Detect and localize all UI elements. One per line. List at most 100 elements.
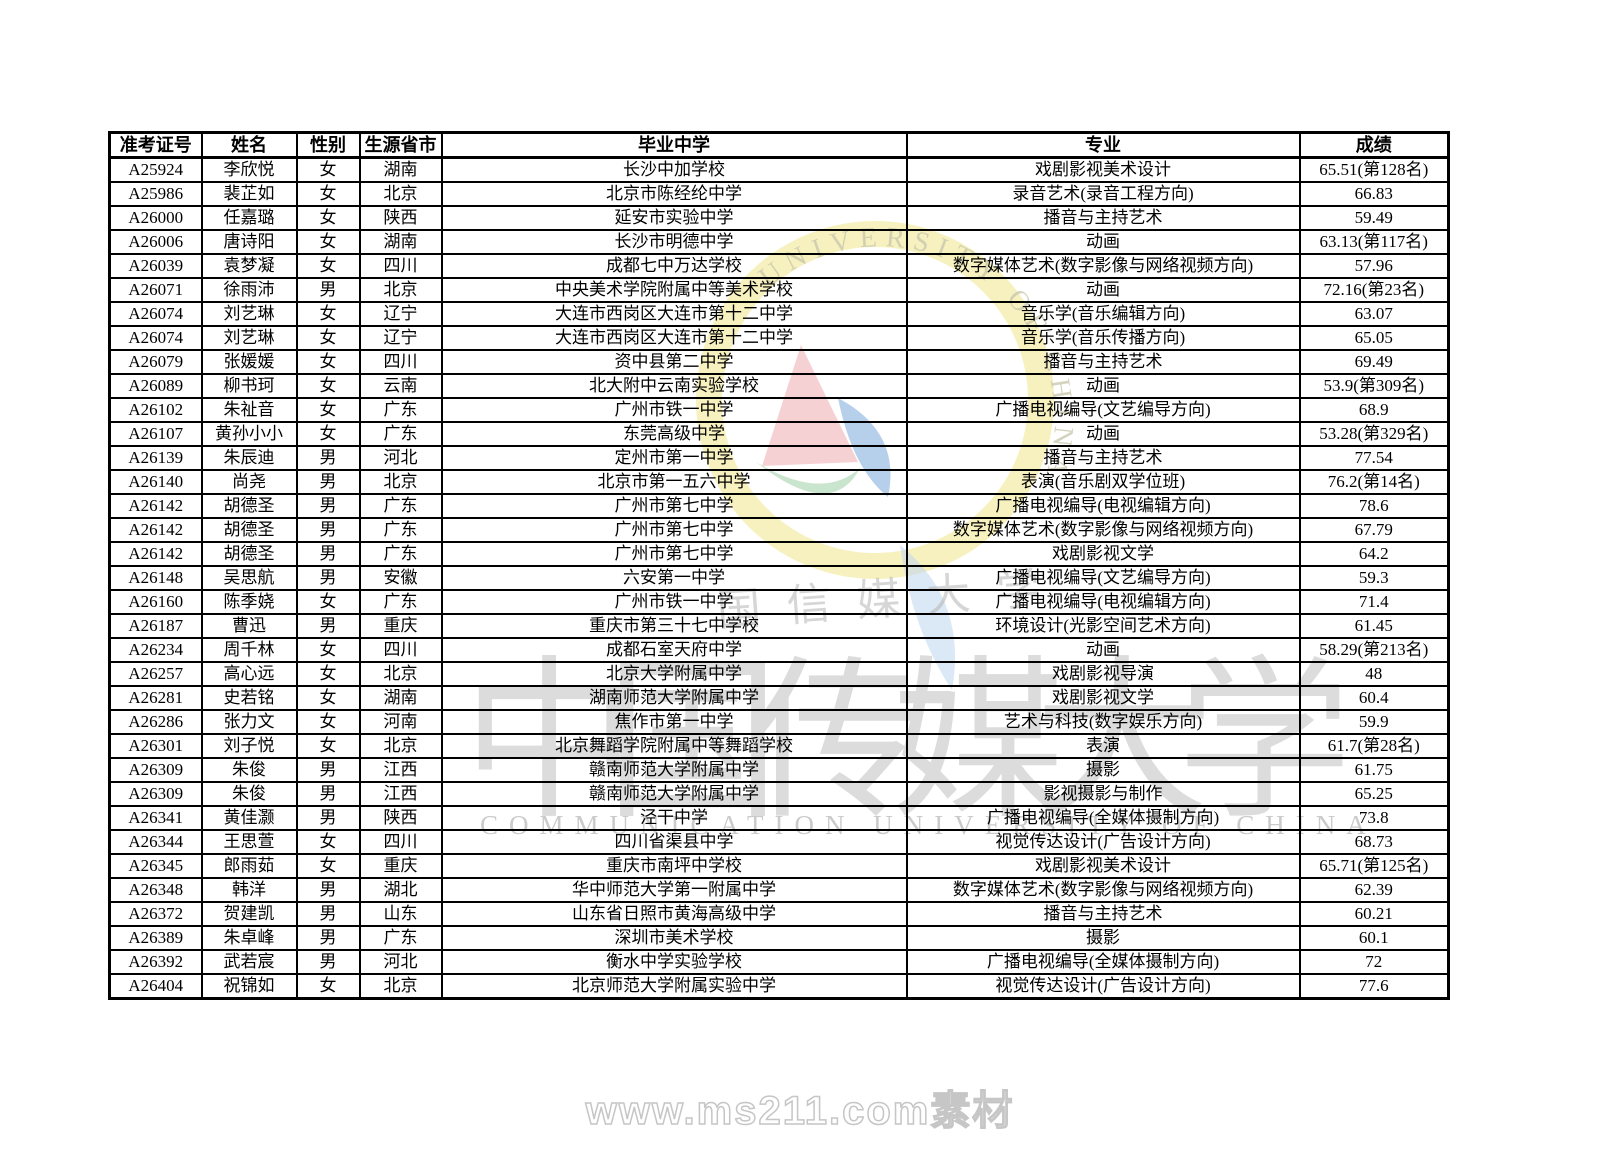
table-row: A26089 柳书珂女云南 北大附中云南实验学校 动画 53.9(第309名)	[108, 373, 1450, 399]
cell-major: 摄影	[905, 925, 1301, 951]
cell-major: 动画	[905, 277, 1301, 303]
cell-school: 山东省日照市黄海高级中学	[440, 901, 908, 927]
cell-major: 广播电视编导(全媒体摄制方向)	[905, 805, 1301, 831]
table-row: A26142 胡德圣男广东 广州市第七中学 广播电视编导(电视编辑方向) 78.6	[108, 493, 1450, 519]
cell-exam-id: A26107	[108, 421, 203, 447]
cell-gender: 女	[295, 301, 361, 327]
cell-school: 东莞高级中学	[440, 421, 908, 447]
table-row: A26301 刘子悦女北京 北京舞蹈学院附属中等舞蹈学校 表演 61.7(第28名)	[108, 733, 1450, 759]
cell-major: 环境设计(光影空间艺术方向)	[905, 613, 1301, 639]
cell-name: 张力文	[200, 709, 298, 735]
cell-province: 河北	[358, 445, 443, 471]
cell-province: 北京	[358, 469, 443, 495]
cell-province: 重庆	[358, 853, 443, 879]
site-watermark: www.ms211.com素材	[585, 1088, 1015, 1134]
cell-score: 60.21	[1298, 901, 1450, 927]
cell-major: 视觉传达设计(广告设计方向)	[905, 829, 1301, 855]
cell-gender: 男	[295, 469, 361, 495]
cell-gender: 女	[295, 205, 361, 231]
cell-name: 唐诗阳	[200, 229, 298, 255]
cell-province: 北京	[358, 733, 443, 759]
table-row: A26148 吴思航男安徽 六安第一中学 广播电视编导(文艺编导方向) 59.3	[108, 565, 1450, 591]
cell-major: 广播电视编导(文艺编导方向)	[905, 397, 1301, 423]
cell-gender: 女	[295, 397, 361, 423]
cell-score: 69.49	[1298, 349, 1450, 375]
cell-province: 北京	[358, 661, 443, 687]
cell-exam-id: A26160	[108, 589, 203, 615]
cell-name: 武若宸	[200, 949, 298, 975]
col-header-name: 姓名	[200, 131, 298, 159]
cell-score: 78.6	[1298, 493, 1450, 519]
col-header-school: 毕业中学	[440, 131, 908, 159]
cell-gender: 男	[295, 445, 361, 471]
cell-score: 66.83	[1298, 181, 1450, 207]
cell-school: 广州市第七中学	[440, 541, 908, 567]
cell-score: 60.1	[1298, 925, 1450, 951]
cell-gender: 男	[295, 517, 361, 543]
table-row: A26006 唐诗阳女湖南 长沙市明德中学 动画 63.13(第117名)	[108, 229, 1450, 255]
cell-score: 76.2(第14名)	[1298, 469, 1450, 495]
cell-major: 动画	[905, 421, 1301, 447]
cell-exam-id: A26341	[108, 805, 203, 831]
cell-school: 华中师范大学第一附属中学	[440, 877, 908, 903]
cell-school: 赣南师范大学附属中学	[440, 781, 908, 807]
cell-school: 定州市第一中学	[440, 445, 908, 471]
cell-major: 艺术与科技(数字娱乐方向)	[905, 709, 1301, 735]
cell-exam-id: A26140	[108, 469, 203, 495]
cell-major: 视觉传达设计(广告设计方向)	[905, 973, 1301, 1000]
cell-major: 音乐学(音乐传播方向)	[905, 325, 1301, 351]
cell-exam-id: A26142	[108, 493, 203, 519]
cell-province: 河北	[358, 949, 443, 975]
cell-score: 77.54	[1298, 445, 1450, 471]
cell-school: 四川省渠县中学	[440, 829, 908, 855]
cell-province: 广东	[358, 517, 443, 543]
cell-name: 祝锦如	[200, 973, 298, 1000]
cell-gender: 男	[295, 541, 361, 567]
cell-score: 48	[1298, 661, 1450, 687]
cell-gender: 女	[295, 421, 361, 447]
cell-major: 播音与主持艺术	[905, 901, 1301, 927]
cell-exam-id: A26344	[108, 829, 203, 855]
cell-school: 资中县第二中学	[440, 349, 908, 375]
table-row: A26107 黄孙小小女广东 东莞高级中学 动画 53.28(第329名)	[108, 421, 1450, 447]
cell-major: 音乐学(音乐编辑方向)	[905, 301, 1301, 327]
cell-school: 重庆市南坪中学校	[440, 853, 908, 879]
cell-score: 63.07	[1298, 301, 1450, 327]
cell-gender: 男	[295, 757, 361, 783]
cell-exam-id: A26257	[108, 661, 203, 687]
cell-school: 赣南师范大学附属中学	[440, 757, 908, 783]
col-header-province: 生源省市	[358, 131, 443, 159]
cell-gender: 女	[295, 733, 361, 759]
cell-name: 刘艺琳	[200, 325, 298, 351]
cell-exam-id: A26071	[108, 277, 203, 303]
cell-name: 李欣悦	[200, 156, 298, 183]
cell-province: 江西	[358, 757, 443, 783]
cell-gender: 女	[295, 709, 361, 735]
cell-major: 数字媒体艺术(数字影像与网络视频方向)	[905, 517, 1301, 543]
cell-major: 播音与主持艺术	[905, 445, 1301, 471]
cell-major: 表演(音乐剧双学位班)	[905, 469, 1301, 495]
cell-name: 胡德圣	[200, 493, 298, 519]
cell-major: 广播电视编导(文艺编导方向)	[905, 565, 1301, 591]
cell-school: 广州市第七中学	[440, 493, 908, 519]
cell-gender: 男	[295, 877, 361, 903]
cell-school: 中央美术学院附属中等美术学校	[440, 277, 908, 303]
cell-major: 戏剧影视美术设计	[905, 853, 1301, 879]
cell-name: 任嘉璐	[200, 205, 298, 231]
cell-gender: 女	[295, 829, 361, 855]
cell-school: 重庆市第三十七中学校	[440, 613, 908, 639]
table-row: A26000 任嘉璐女陕西 延安市实验中学 播音与主持艺术 59.49	[108, 205, 1450, 231]
cell-exam-id: A26000	[108, 205, 203, 231]
cell-province: 陕西	[358, 805, 443, 831]
cell-name: 韩洋	[200, 877, 298, 903]
cell-score: 71.4	[1298, 589, 1450, 615]
cell-score: 67.79	[1298, 517, 1450, 543]
cell-name: 高心远	[200, 661, 298, 687]
cell-score: 61.45	[1298, 613, 1450, 639]
cell-province: 山东	[358, 901, 443, 927]
table-row: A26139 朱辰迪男河北 定州市第一中学 播音与主持艺术 77.54	[108, 445, 1450, 471]
cell-name: 徐雨沛	[200, 277, 298, 303]
cell-gender: 女	[295, 156, 361, 183]
cell-major: 动画	[905, 373, 1301, 399]
